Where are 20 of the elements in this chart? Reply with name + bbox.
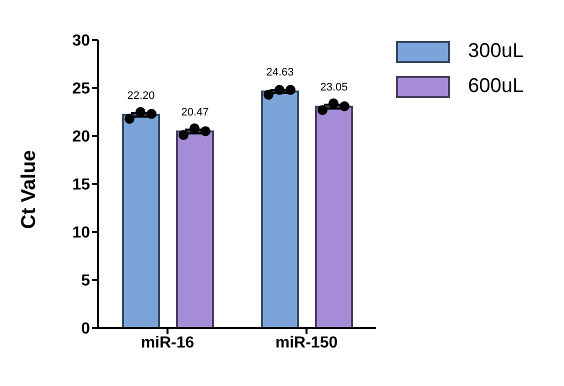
bar bbox=[261, 90, 299, 328]
data-label: 22.20 bbox=[127, 90, 155, 102]
data-label: 23.05 bbox=[320, 82, 348, 94]
x-tick-label: miR-150 bbox=[275, 334, 338, 352]
legend-label: 300uL bbox=[468, 40, 524, 63]
y-tick-label: 30 bbox=[72, 32, 90, 50]
data-label: 20.47 bbox=[181, 106, 209, 118]
y-tick-label: 10 bbox=[72, 224, 90, 242]
y-tick-label: 5 bbox=[81, 272, 90, 290]
bar bbox=[176, 130, 214, 328]
data-label: 24.63 bbox=[266, 66, 294, 79]
y-tick-label: 25 bbox=[72, 80, 90, 98]
y-axis-title: Ct Value bbox=[18, 150, 40, 229]
bar bbox=[315, 106, 353, 328]
bar bbox=[122, 114, 160, 328]
y-tick-label: 20 bbox=[72, 128, 90, 146]
x-tick-label: miR-16 bbox=[140, 334, 194, 352]
legend-label: 600uL bbox=[468, 75, 524, 98]
y-tick-label: 0 bbox=[81, 320, 90, 338]
y-tick-label: 15 bbox=[72, 176, 90, 194]
